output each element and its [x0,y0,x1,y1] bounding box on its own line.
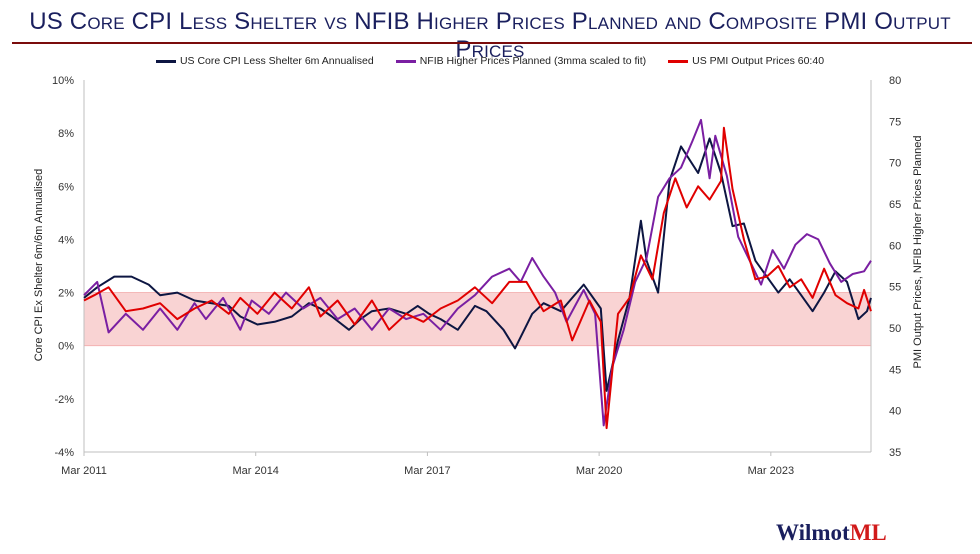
chart-title: US Core CPI Less Shelter vs NFIB Higher … [29,8,951,63]
y-right-tick-label: 55 [889,282,901,294]
y-right-tick-label: 80 [889,75,901,87]
title-divider [12,42,972,44]
x-tick-label: Mar 2011 [61,465,107,477]
y-left-tick-label: 6% [58,181,74,193]
y-right-tick-label: 70 [889,158,901,170]
legend-swatch-pmi [668,59,689,63]
y-left-tick-label: 0% [58,341,74,353]
y-right-tick-label: 45 [889,364,901,376]
brand-logo: WilmotML [776,520,887,546]
series-line-nfib [83,118,872,427]
series-line-pmi [83,126,872,430]
x-tick-label: Mar 2023 [748,465,794,477]
y-right-tick-label: 50 [889,323,901,335]
legend-swatch-core-cpi [155,59,176,63]
brand-main: Wilmot [776,520,850,545]
legend-swatch-nfib [395,59,416,63]
legend-item-core-cpi: US Core CPI Less Shelter 6m Annualised [155,55,374,67]
y-right-tick-label: 35 [889,447,901,459]
y-left-tick-label: 2% [58,288,74,300]
y-right-tick-label: 65 [889,199,901,211]
y-left-tick-label: 8% [58,128,74,140]
y-right-tick-label: 75 [889,116,901,128]
y-left-tick-label: -4% [54,447,74,459]
y-axis-left-title: Core CPI Ex Shelter 6m/6m Annualised [33,169,45,362]
x-tick-label: Mar 2020 [576,465,622,477]
chart-legend: US Core CPI Less Shelter 6m Annualised N… [0,55,980,67]
legend-label-core-cpi: US Core CPI Less Shelter 6m Annualised [179,55,374,67]
legend-item-nfib: NFIB Higher Prices Planned (3mma scaled … [395,55,647,67]
series-line-core-cpi [83,137,872,392]
y-left-tick-label: -2% [54,394,74,406]
y-right-tick-label: 60 [889,240,901,252]
legend-label-pmi: US PMI Output Prices 60:40 [692,55,825,67]
x-tick-label: Mar 2017 [404,465,450,477]
legend-label-nfib: NFIB Higher Prices Planned (3mma scaled … [419,55,647,67]
y-axis-right-title: PMI Output Prices, NFIB Higher Prices Pl… [912,136,924,369]
brand-accent: ML [849,520,887,545]
y-right-tick-label: 40 [889,406,901,418]
y-left-tick-label: 4% [58,234,74,246]
y-left-tick-label: 10% [52,75,74,87]
x-tick-label: Mar 2014 [232,465,278,477]
legend-item-pmi: US PMI Output Prices 60:40 [668,55,824,67]
target-band [83,292,872,347]
